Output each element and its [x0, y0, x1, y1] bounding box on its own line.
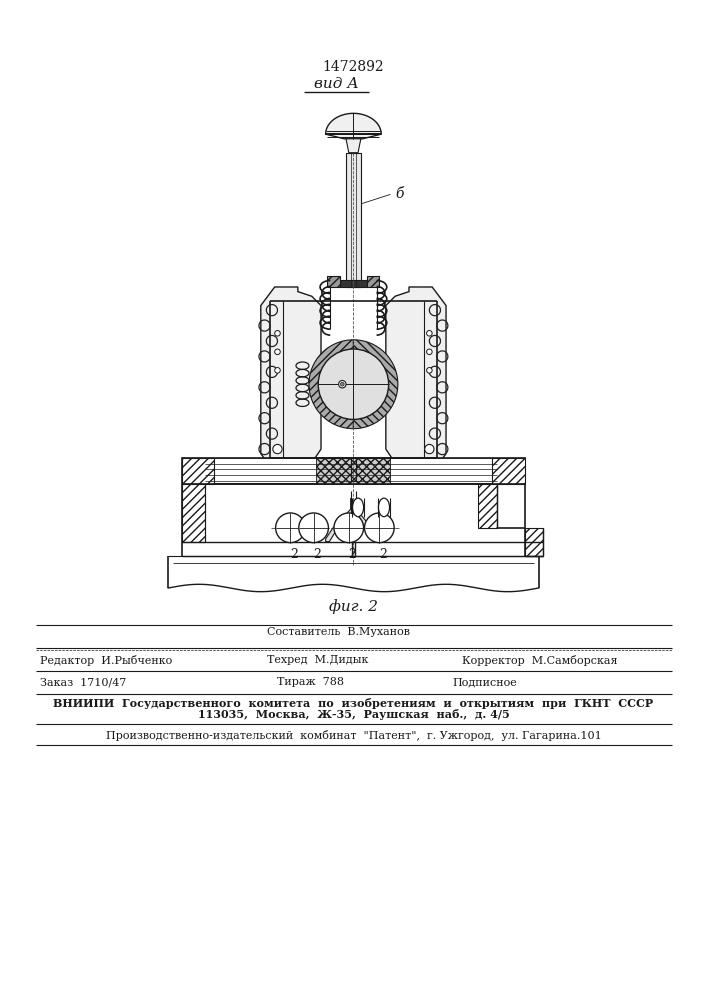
Bar: [270, 301, 437, 458]
Text: 2: 2: [349, 548, 356, 561]
Circle shape: [334, 513, 363, 543]
Text: Редактор  И.Рыбченко: Редактор И.Рыбченко: [40, 655, 173, 666]
Wedge shape: [354, 340, 398, 429]
Polygon shape: [326, 113, 381, 139]
Circle shape: [425, 444, 434, 454]
Circle shape: [339, 381, 346, 388]
Circle shape: [341, 382, 344, 386]
Polygon shape: [386, 287, 446, 472]
Bar: [327, 276, 339, 287]
Circle shape: [318, 349, 389, 419]
Circle shape: [275, 349, 280, 355]
Ellipse shape: [378, 498, 390, 517]
Ellipse shape: [353, 498, 363, 517]
Text: 2: 2: [290, 548, 298, 561]
Text: Тираж  788: Тираж 788: [276, 677, 344, 687]
Text: Техред  М.Дидык: Техред М.Дидык: [267, 655, 368, 665]
Circle shape: [365, 513, 395, 543]
Text: б: б: [395, 187, 404, 201]
Polygon shape: [479, 484, 497, 528]
Bar: [316, 458, 390, 484]
Text: Подписное: Подписное: [452, 677, 518, 687]
Polygon shape: [270, 301, 283, 458]
Circle shape: [299, 513, 329, 543]
Bar: [368, 276, 380, 287]
Polygon shape: [525, 528, 543, 556]
Text: Заказ  1710/47: Заказ 1710/47: [40, 677, 127, 687]
Circle shape: [273, 444, 282, 454]
Polygon shape: [182, 458, 214, 484]
Text: 1472892: 1472892: [322, 60, 384, 74]
Circle shape: [276, 513, 305, 543]
Polygon shape: [423, 301, 437, 458]
Text: Составитель  В.Муханов: Составитель В.Муханов: [267, 627, 410, 637]
Text: 113035,  Москва,  Ж-35,  Раушская  наб.,  д. 4/5: 113035, Москва, Ж-35, Раушская наб., д. …: [197, 709, 509, 720]
Text: Производственно-издательский  комбинат  "Патент",  г. Ужгород,  ул. Гагарина.101: Производственно-издательский комбинат "П…: [105, 730, 601, 741]
Text: 2: 2: [313, 548, 321, 561]
Bar: [339, 280, 368, 287]
Wedge shape: [309, 340, 354, 429]
Circle shape: [426, 349, 432, 355]
Polygon shape: [354, 498, 375, 540]
Circle shape: [426, 368, 432, 373]
Polygon shape: [346, 153, 361, 287]
Circle shape: [275, 331, 280, 336]
Text: 2: 2: [379, 548, 387, 561]
Circle shape: [275, 368, 280, 373]
Circle shape: [426, 331, 432, 336]
Text: вид А: вид А: [315, 77, 359, 91]
Text: ВНИИПИ  Государственного  комитета  по  изобретениям  и  открытиям  при  ГКНТ  С: ВНИИПИ Государственного комитета по изоб…: [53, 698, 653, 709]
Polygon shape: [182, 458, 525, 484]
Polygon shape: [492, 458, 525, 484]
Polygon shape: [326, 498, 354, 542]
Text: фиг. 2: фиг. 2: [329, 599, 378, 614]
Polygon shape: [182, 484, 205, 542]
Text: Корректор  М.Самборская: Корректор М.Самборская: [462, 655, 617, 666]
Polygon shape: [346, 139, 361, 153]
Polygon shape: [261, 287, 321, 472]
